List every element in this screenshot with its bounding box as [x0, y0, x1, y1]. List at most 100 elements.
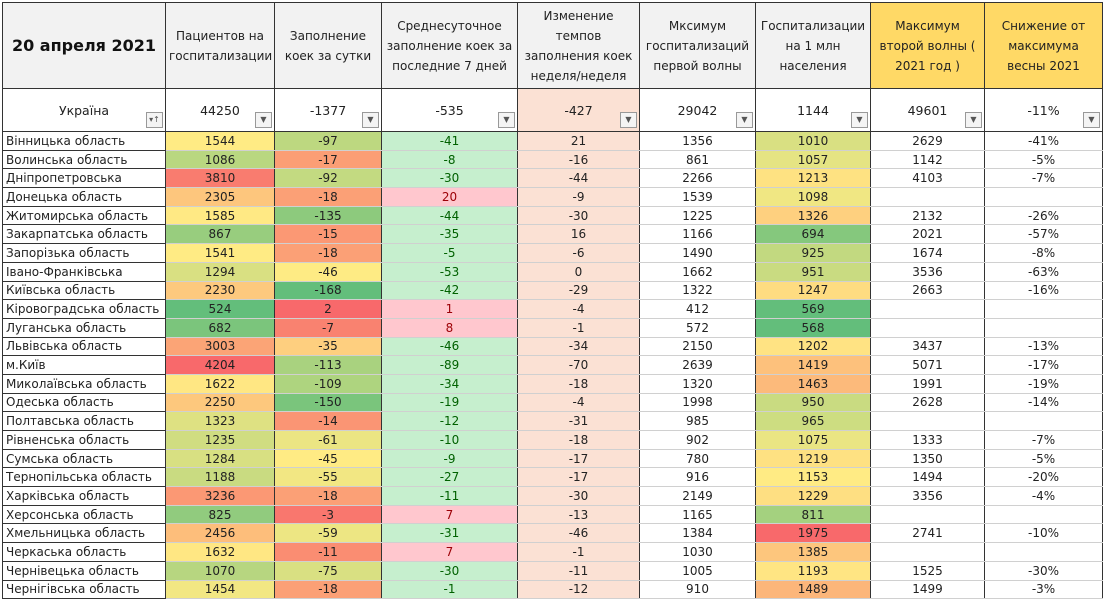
table-row: Одеська область 2250 -150 -19 -4 1998 950 2628-…	[2, 393, 1103, 413]
table-row: Хмельницька область 2456 -59 -31 -46 1384 1975…	[2, 523, 1103, 544]
cell-col-7	[870, 505, 985, 525]
cell-col-6: 1419	[755, 355, 871, 375]
cell-col-4: -18	[517, 374, 640, 394]
total-value: 44250 ▼	[165, 88, 275, 132]
cell-col-1: 825	[165, 505, 275, 525]
cell-col-5: 1662	[639, 262, 756, 282]
cell-col-7: 2132	[870, 206, 985, 226]
table-row: Львівська область 3003 -35 -46 -34 2150 1202 34…	[2, 337, 1103, 357]
cell-col-4: -18	[517, 430, 640, 450]
cell-col-6: 568	[755, 318, 871, 338]
cell-col-4: -44	[517, 168, 640, 189]
cell-col-5: 1030	[639, 542, 756, 562]
cell-col-1: 2305	[165, 187, 275, 207]
cell-col-3: -9	[381, 449, 518, 469]
cell-col-8: -13%	[984, 337, 1103, 357]
cell-col-6: 925	[755, 243, 871, 263]
cell-col-8	[984, 505, 1103, 525]
cell-col-7: 1525	[870, 561, 985, 581]
date-title: 20 апреля 2021	[2, 2, 166, 89]
cell-col-3: -30	[381, 168, 518, 189]
cell-col-5: 572	[639, 318, 756, 338]
cell-col-4: -29	[517, 281, 640, 301]
total-value: -427 ▼	[517, 88, 640, 132]
total-row: Україна ▾↑ 44250 ▼ -1377 ▼ -535 ▼ -427 ▼ 29042 ▼ 11…	[2, 88, 1103, 132]
cell-col-8	[984, 187, 1103, 207]
cell-col-4: -30	[517, 206, 640, 226]
region-name: Донецька область	[2, 187, 166, 207]
region-name: Волинська область	[2, 150, 166, 170]
filter-dropdown-icon[interactable]: ▼	[851, 112, 868, 128]
region-name: Житомирська область	[2, 206, 166, 226]
cell-col-2: -18	[274, 187, 382, 207]
cell-col-4: -6	[517, 243, 640, 263]
cell-col-6: 1153	[755, 467, 871, 488]
cell-col-3: -44	[381, 206, 518, 226]
cell-col-1: 1323	[165, 411, 275, 431]
cell-col-7: 1499	[870, 580, 985, 600]
cell-col-5: 1320	[639, 374, 756, 394]
cell-col-5: 2266	[639, 168, 756, 189]
filter-dropdown-icon[interactable]: ▼	[1083, 112, 1100, 128]
cell-col-2: -109	[274, 374, 382, 394]
cell-col-4: -17	[517, 449, 640, 469]
cell-col-3: -10	[381, 430, 518, 450]
cell-col-8: -16%	[984, 281, 1103, 301]
cell-col-8: -4%	[984, 486, 1103, 506]
filter-dropdown-icon[interactable]: ▼	[965, 112, 982, 128]
filter-dropdown-icon[interactable]: ▼	[255, 112, 272, 128]
cell-col-6: 1219	[755, 449, 871, 469]
filter-dropdown-icon[interactable]: ▼	[362, 112, 379, 128]
cell-col-8	[984, 318, 1103, 338]
cell-col-7	[870, 187, 985, 207]
cell-col-2: -97	[274, 131, 382, 151]
cell-col-7	[870, 411, 985, 431]
cell-col-5: 1165	[639, 505, 756, 525]
cell-col-2: -35	[274, 337, 382, 357]
cell-col-1: 682	[165, 318, 275, 338]
region-name: Дніпропетровська	[2, 168, 166, 189]
cell-col-6: 1057	[755, 150, 871, 170]
sort-filter-icon[interactable]: ▾↑	[146, 112, 163, 128]
total-value: 49601 ▼	[870, 88, 985, 132]
cell-col-7	[870, 318, 985, 338]
cell-col-5: 412	[639, 299, 756, 319]
region-name: Харківська область	[2, 486, 166, 506]
table-row: Миколаївська область 1622 -109 -34 -18 1320 14…	[2, 374, 1103, 394]
cell-col-4: -17	[517, 467, 640, 488]
cell-col-2: -150	[274, 393, 382, 413]
region-name: Кіровоградська область	[2, 299, 166, 319]
header-7day-avg: Среднесуточное заполнение коек за послед…	[381, 2, 518, 89]
cell-col-6: 1385	[755, 542, 871, 562]
cell-col-7: 1350	[870, 449, 985, 469]
cell-col-8: -5%	[984, 150, 1103, 170]
cell-col-2: -92	[274, 168, 382, 189]
cell-col-4: -9	[517, 187, 640, 207]
total-name: Україна ▾↑	[2, 88, 166, 132]
cell-col-3: -31	[381, 523, 518, 544]
cell-col-3: 8	[381, 318, 518, 338]
cell-col-8: -26%	[984, 206, 1103, 226]
filter-dropdown-icon[interactable]: ▼	[498, 112, 515, 128]
cell-col-8: -14%	[984, 393, 1103, 413]
cell-col-7: 1142	[870, 150, 985, 170]
total-value: 29042 ▼	[639, 88, 756, 132]
cell-col-3: -1	[381, 580, 518, 600]
cell-col-6: 1489	[755, 580, 871, 600]
cell-col-3: -12	[381, 411, 518, 431]
cell-col-5: 2150	[639, 337, 756, 357]
region-name: Полтавська область	[2, 411, 166, 431]
filter-dropdown-icon[interactable]: ▼	[736, 112, 753, 128]
table-row: м.Київ 4204 -113 -89 -70 2639 1419 5071 -17%	[2, 355, 1103, 375]
cell-col-5: 1005	[639, 561, 756, 581]
cell-col-6: 569	[755, 299, 871, 319]
cell-col-5: 902	[639, 430, 756, 450]
cell-col-3: -35	[381, 224, 518, 245]
filter-dropdown-icon[interactable]: ▼	[620, 112, 637, 128]
table-row: Тернопільська область 1188 -55 -27 -17 916 115…	[2, 467, 1103, 488]
cell-col-5: 1225	[639, 206, 756, 226]
cell-col-3: -41	[381, 131, 518, 151]
cell-col-4: -12	[517, 580, 640, 600]
cell-col-5: 780	[639, 449, 756, 469]
